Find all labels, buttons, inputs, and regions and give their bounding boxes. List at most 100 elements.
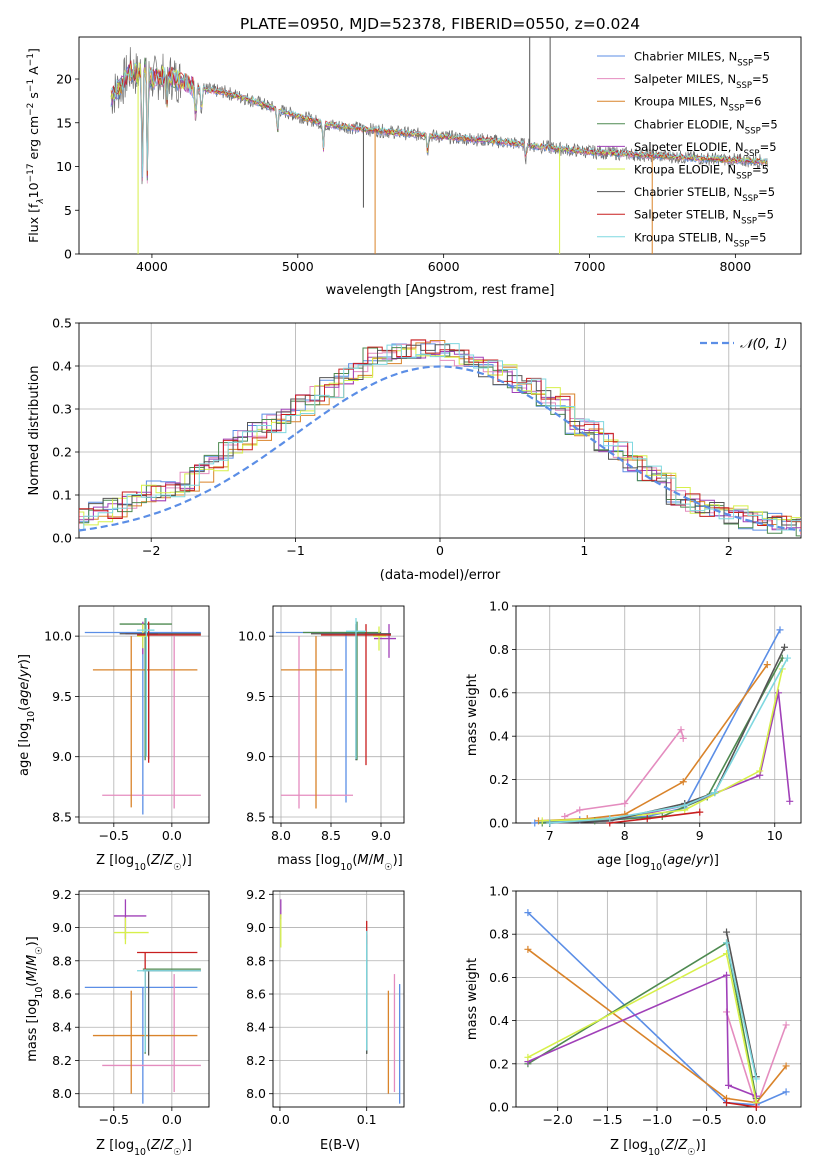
- errorbars-age_vs_mass: [276, 618, 396, 809]
- data-point-marker: [546, 819, 554, 827]
- x-tick-label: 8: [621, 828, 629, 843]
- data-point-marker: [643, 815, 651, 823]
- data-point-marker: [524, 1053, 532, 1061]
- x-axis-label: mass [log10(M/M☉)]: [277, 853, 403, 873]
- x-tick-label: 8.0: [271, 828, 291, 843]
- legend-label: Kroupa MILES, NSSP=6: [634, 95, 761, 114]
- series-line-salpeter_stelib: [726, 1101, 757, 1108]
- x-axis-label: (data-model)/error: [380, 568, 501, 583]
- data-point-marker: [782, 1088, 790, 1096]
- x-tick-label: −1: [286, 543, 304, 558]
- x-tick-label: 1: [580, 543, 588, 558]
- data-point-marker: [723, 971, 731, 979]
- y-tick-label: 1.0: [489, 884, 509, 899]
- data-point-marker: [524, 909, 532, 917]
- data-point-marker: [677, 726, 685, 734]
- axes-frame: [515, 605, 802, 824]
- axes-mass_vs_Z: −0.5 0.0 8.0 8.2 8.4 8.6 8.8 9.0 9.2: [52, 887, 210, 1127]
- x-tick-label: −0.5: [99, 828, 129, 843]
- series-line-chabrier_miles: [527, 912, 787, 1106]
- y-tick-label: 9.0: [52, 920, 72, 935]
- x-tick-label: 0: [436, 543, 444, 558]
- data-point-marker: [606, 815, 614, 823]
- y-tick-label: 0.2: [489, 1056, 509, 1071]
- x-axis-label: E(B-V): [320, 1138, 360, 1153]
- series-line-salpeter_elodie: [527, 973, 757, 1097]
- data-point-marker: [752, 1075, 760, 1083]
- legend-label: Kroupa ELODIE, NSSP=5: [634, 163, 769, 182]
- y-tick-label: 8.4: [52, 1020, 72, 1035]
- residual-legend: 𝒩(0, 1): [700, 337, 787, 352]
- spectrum-lines: [110, 37, 768, 254]
- x-tick-label: 2: [725, 543, 733, 558]
- y-tick-label: 0.8: [489, 927, 509, 942]
- data-point-marker: [681, 802, 689, 810]
- errorbars-mass_vs_Z: [84, 899, 201, 1104]
- axes-residuals: −2 −1 0 1 2 0.0 0.1 0.2 0.3 0.4 0.5: [52, 316, 802, 558]
- series-line-chabrier_elodie: [542, 657, 784, 824]
- errorbars-mass_vs_ebv: [280, 899, 401, 1104]
- histogram-salpeter_stelib: [79, 339, 801, 535]
- y-tick-label: 10: [56, 159, 72, 174]
- x-tick-label: −2.0: [543, 1112, 573, 1127]
- y-tick-label: 0.2: [489, 772, 509, 787]
- x-tick-label: 10: [767, 828, 783, 843]
- data-point-marker: [679, 734, 687, 742]
- histogram-chabrier_elodie: [79, 347, 801, 537]
- legend-label: Chabrier ELODIE, NSSP=5: [634, 117, 778, 136]
- data-point-marker: [538, 817, 546, 825]
- y-tick-label: 0.6: [489, 970, 509, 985]
- y-tick-label: 8.2: [52, 1053, 72, 1068]
- data-point-marker: [723, 939, 731, 947]
- x-tick-label: 4000: [136, 259, 168, 274]
- y-tick-label: 8.6: [52, 987, 72, 1002]
- data-point-marker: [776, 626, 784, 634]
- histogram-kroupa_stelib: [79, 343, 801, 531]
- y-tick-label: 9.0: [52, 749, 72, 764]
- data-point-marker: [752, 1103, 760, 1111]
- y-tick-label: 0.0: [489, 816, 509, 831]
- lines-weight_vs_Z: [524, 909, 790, 1111]
- x-tick-label: 0.0: [746, 1112, 766, 1127]
- y-tick-label: 0.2: [52, 445, 72, 460]
- y-tick-label: 8.8: [52, 953, 72, 968]
- axes-frame: [272, 605, 405, 824]
- y-tick-label: 9.2: [52, 887, 72, 902]
- series-line-kroupa_stelib: [725, 942, 758, 1080]
- y-tick-label: 8.5: [246, 809, 266, 824]
- axes-frame: [78, 605, 210, 824]
- data-point-marker: [752, 1092, 760, 1100]
- y-tick-label: 0.8: [489, 642, 509, 657]
- y-tick-label: 9.5: [52, 689, 72, 704]
- y-tick-label: 15: [56, 115, 72, 130]
- x-tick-label: 8000: [719, 259, 751, 274]
- y-tick-label: 8.0: [246, 1086, 266, 1101]
- data-point-marker: [621, 799, 629, 807]
- y-tick-label: 8.2: [246, 1053, 266, 1068]
- axes-frame: [272, 890, 405, 1108]
- data-point-marker: [775, 689, 782, 697]
- x-tick-label: 7: [546, 828, 554, 843]
- legend-label: Salpeter ELODIE, NSSP=5: [634, 140, 777, 159]
- y-tick-label: 0.4: [489, 729, 509, 744]
- data-point-marker: [756, 767, 764, 775]
- data-point-marker: [679, 778, 687, 786]
- y-tick-label: 8.6: [246, 987, 266, 1002]
- data-point-marker: [781, 643, 788, 651]
- data-point-marker: [576, 806, 584, 814]
- y-tick-label: 0: [64, 247, 72, 262]
- y-tick-label: 0.4: [489, 1013, 509, 1028]
- data-point-marker: [723, 1099, 731, 1107]
- model-spectrum-kroupa_stelib: [110, 62, 768, 178]
- series-line-chabrier_stelib: [549, 646, 786, 824]
- y-axis-label: Flux [fλ10−17 erg cm−2 s−1 A−1]: [26, 48, 46, 243]
- x-tick-label: −0.5: [99, 1112, 129, 1127]
- x-tick-label: 9.0: [371, 828, 391, 843]
- y-tick-label: 9.0: [246, 920, 266, 935]
- data-point-marker: [711, 789, 719, 797]
- y-tick-label: 20: [56, 72, 72, 87]
- spectrum-legend: Chabrier MILES, NSSP=5 Salpeter MILES, NS…: [597, 50, 778, 249]
- legend-label: Chabrier STELIB, NSSP=5: [634, 185, 775, 204]
- data-point-marker: [782, 1021, 790, 1029]
- axes-weight_vs_age: 7 8 9 10 0.0 0.2 0.4 0.6 0.8 1.0: [489, 599, 802, 843]
